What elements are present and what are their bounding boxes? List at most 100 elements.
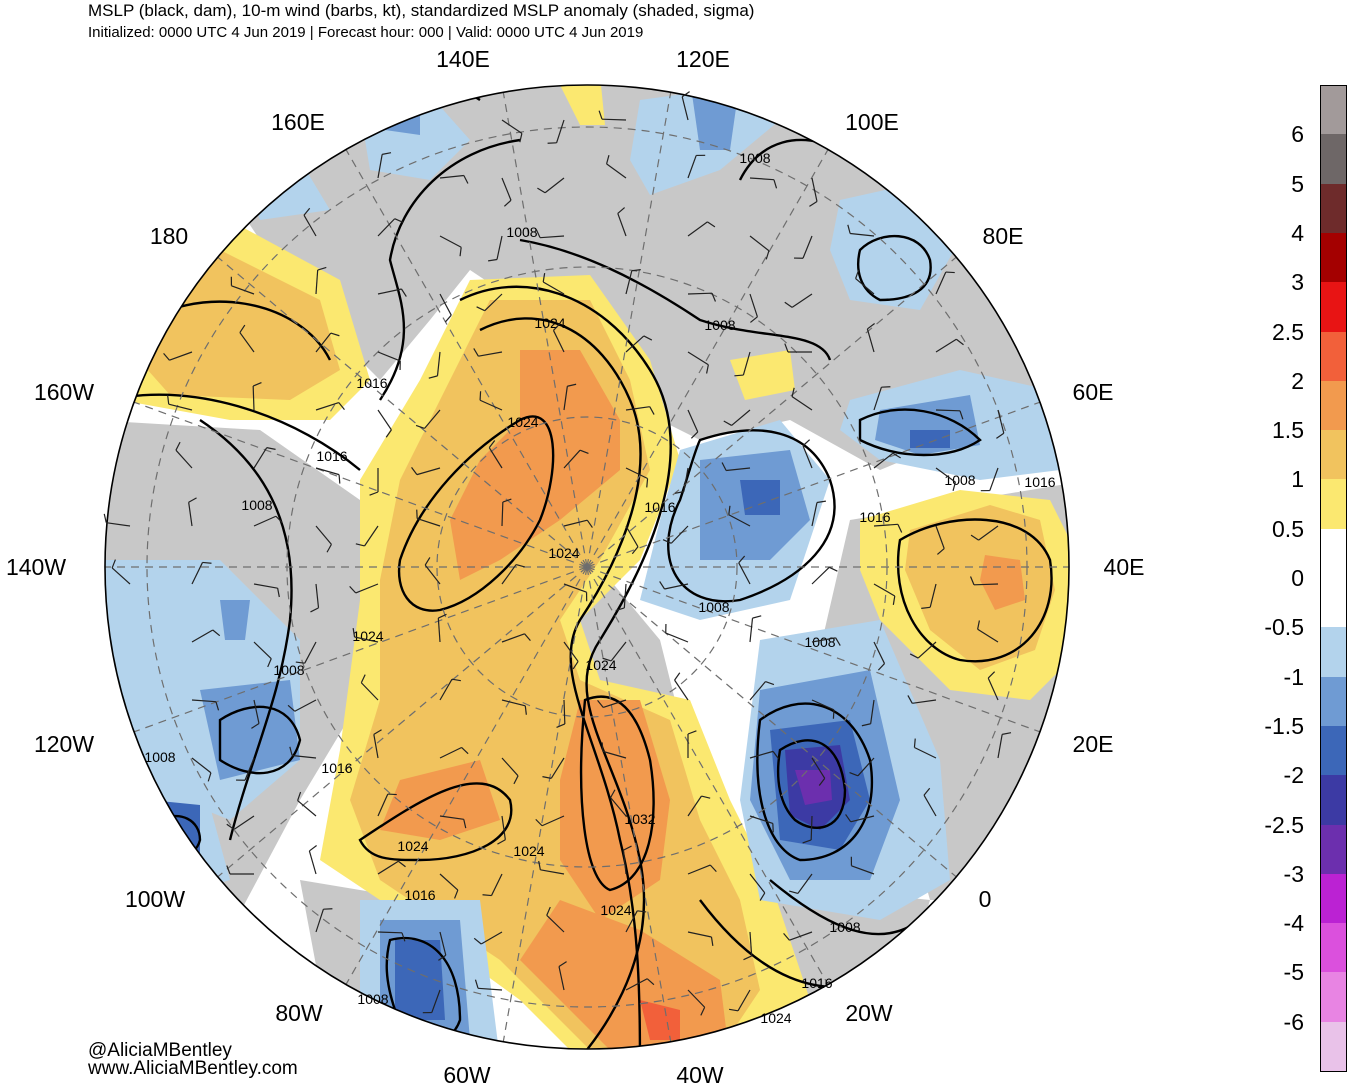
lon-label-60w: 60W: [443, 1062, 490, 1088]
colorbar-label: 4: [1230, 220, 1304, 246]
colorbar-label: 1: [1230, 466, 1304, 492]
colorbar-segment: [1320, 479, 1347, 529]
colorbar-segment: [1320, 972, 1347, 1022]
lon-label-80w: 80W: [275, 1000, 322, 1026]
colorbar-segment: [1320, 332, 1347, 382]
lon-label-180: 180: [150, 223, 188, 249]
colorbar-label: 1.5: [1230, 417, 1304, 443]
wind-barb-flag: [734, 375, 743, 376]
wind-barb: [811, 816, 812, 840]
credit-website: www.AliciaMBentley.com: [88, 1058, 298, 1080]
wind-barb-flag: [104, 514, 106, 523]
lon-label-120w: 120W: [34, 731, 94, 757]
isobar-label: 1008: [804, 634, 835, 650]
colorbar-label: 2: [1230, 368, 1304, 394]
wind-barb: [502, 502, 503, 526]
wind-barb-flag: [833, 710, 834, 719]
colorbar-segment: [1320, 627, 1347, 677]
isobar-label: 1008: [506, 224, 537, 240]
colorbar-label: 5: [1230, 171, 1304, 197]
isobar-label: 1008: [829, 919, 860, 935]
isobar-label: 1024: [507, 414, 538, 430]
colorbar-label: -1: [1230, 664, 1304, 690]
lon-label-20w: 20W: [845, 1000, 892, 1026]
colorbar-label: -2.5: [1230, 812, 1304, 838]
isobar-label: 1008: [698, 599, 729, 615]
colorbar-segment: [1320, 1022, 1347, 1072]
wind-barb: [253, 386, 254, 410]
isobar-label: 1008: [739, 150, 770, 166]
lon-label-40w: 40W: [676, 1062, 723, 1088]
lon-label-60e: 60E: [1073, 379, 1114, 405]
colorbar-segment: [1320, 381, 1347, 431]
wind-barb-flag: [647, 479, 648, 488]
isobar-label: 1008: [944, 472, 975, 488]
wind-barb-flag: [914, 739, 915, 748]
colorbar-label: -5: [1230, 959, 1304, 985]
colorbar-label: -1.5: [1230, 713, 1304, 739]
lon-label-160e: 160E: [271, 109, 325, 135]
isobar-label: 1016: [1024, 474, 1055, 490]
wind-barb-flag: [480, 391, 481, 400]
isobar-label: 1016: [644, 499, 675, 515]
colorbar-segment: [1320, 134, 1347, 184]
map-field: [90, 70, 1090, 1080]
isobar-label: 1024: [600, 902, 631, 918]
isobar-label: 1024: [760, 1010, 791, 1026]
colorbar-segment: [1320, 430, 1347, 480]
wind-barb-flag: [483, 895, 492, 896]
wind-barb: [974, 584, 998, 585]
colorbar-segment: [1320, 85, 1347, 135]
isobar-label: 1008: [241, 497, 272, 513]
wind-barb-flag: [388, 794, 397, 795]
isobar-label: 1032: [624, 811, 655, 827]
colorbar-segment: [1320, 578, 1347, 628]
lon-label-160w: 160W: [34, 379, 94, 405]
colorbar-segment: [1320, 282, 1347, 332]
isobar-label: 1008: [273, 662, 304, 678]
isobar-label: 1016: [316, 448, 347, 464]
colorbar-label: -4: [1230, 910, 1304, 936]
isobar-label: 1016: [404, 887, 435, 903]
colorbar-label: -2: [1230, 762, 1304, 788]
isobar-label: 1016: [321, 760, 352, 776]
wind-barb-flag: [602, 742, 603, 751]
wind-barb-flag: [339, 475, 340, 484]
wind-barb: [936, 410, 960, 411]
wind-barb: [602, 119, 626, 120]
lon-label-20e: 20E: [1073, 731, 1114, 757]
colorbar-segment: [1320, 184, 1347, 234]
colorbar-label: 3: [1230, 269, 1304, 295]
lon-label-80e: 80E: [983, 223, 1024, 249]
lon-label-120e: 120E: [676, 46, 730, 72]
isobar-label: 1016: [356, 375, 387, 391]
isobar-label: 1024: [534, 315, 565, 331]
colorbar-label: 6: [1230, 121, 1304, 147]
isobar-label: 1016: [859, 509, 890, 525]
colorbar-label: 0.5: [1230, 516, 1304, 542]
colorbar-segment: [1320, 726, 1347, 776]
lon-label-100e: 100E: [845, 109, 899, 135]
colorbar-label: 2.5: [1230, 319, 1304, 345]
isobar-label: 1024: [548, 545, 579, 561]
colorbar-segment: [1320, 874, 1347, 924]
isobar-label: 1008: [144, 749, 175, 765]
wind-barb-flag: [946, 272, 955, 273]
lon-label-0: 0: [979, 886, 992, 912]
lon-label-140w: 140W: [6, 554, 66, 580]
isobar-label: 1008: [357, 991, 388, 1007]
colorbar-segment: [1320, 775, 1347, 825]
colorbar-segment: [1320, 233, 1347, 283]
wind-barb: [564, 700, 565, 724]
colorbar-label: 0: [1230, 565, 1304, 591]
wind-barb-flag: [203, 562, 212, 563]
colorbar-label: -0.5: [1230, 614, 1304, 640]
colorbar-label: -3: [1230, 861, 1304, 887]
colorbar-segment: [1320, 923, 1347, 973]
isobar-label: 1024: [513, 843, 544, 859]
wind-barb: [378, 932, 402, 933]
isobar-label: 1016: [801, 975, 832, 991]
lon-label-140e: 140E: [436, 46, 490, 72]
colorbar-segment: [1320, 825, 1347, 875]
